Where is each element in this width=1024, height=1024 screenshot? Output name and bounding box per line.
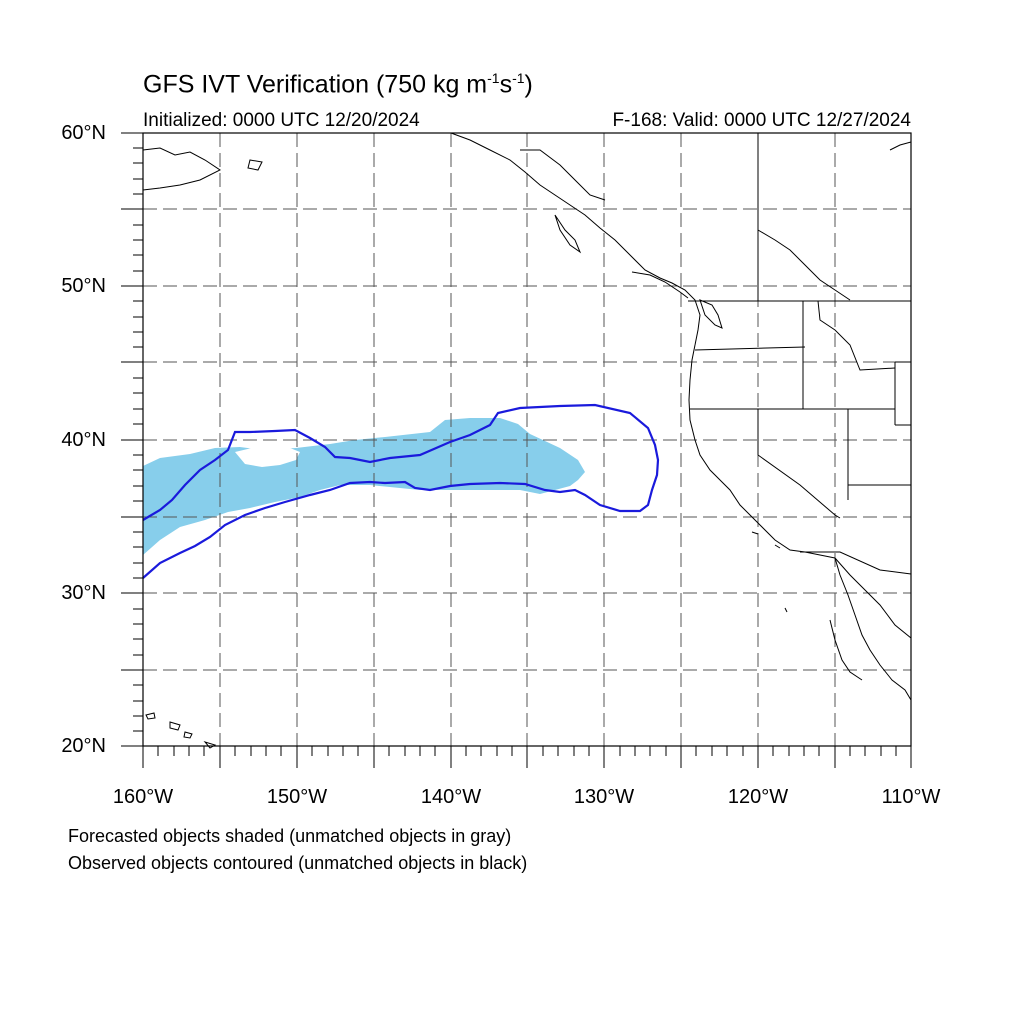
lon-ticks	[142, 746, 912, 768]
graticule	[143, 133, 911, 746]
chart-title: GFS IVT Verification (750 kg m-1s-1)	[143, 70, 533, 99]
lat-label-40n: 40°N	[61, 429, 106, 451]
lat-label-20n: 20°N	[61, 735, 106, 757]
lon-label-110w: 110°W	[881, 786, 941, 808]
lat-ticks	[121, 132, 143, 747]
lat-label-60n: 60°N	[61, 122, 106, 144]
coastlines	[142, 132, 912, 749]
political-borders	[688, 133, 912, 575]
observed-object-contour	[142, 403, 660, 579]
valid-time: F-168: Valid: 0000 UTC 12/27/2024	[612, 110, 911, 131]
lon-label-150w: 150°W	[266, 786, 328, 808]
lon-label-130w: 130°W	[573, 786, 635, 808]
initialized-time: Initialized: 0000 UTC 12/20/2024	[143, 110, 420, 131]
forecast-gap	[235, 446, 300, 467]
lon-label-120w: 120°W	[727, 786, 789, 808]
lon-label-140w: 140°W	[420, 786, 482, 808]
forecast-object	[143, 418, 585, 555]
caption-observed: Observed objects contoured (unmatched ob…	[68, 853, 528, 873]
lon-label-160w: 160°W	[112, 786, 174, 808]
lat-label-30n: 30°N	[61, 582, 106, 604]
caption-forecast: Forecasted objects shaded (unmatched obj…	[68, 826, 512, 846]
lat-label-50n: 50°N	[61, 275, 106, 297]
